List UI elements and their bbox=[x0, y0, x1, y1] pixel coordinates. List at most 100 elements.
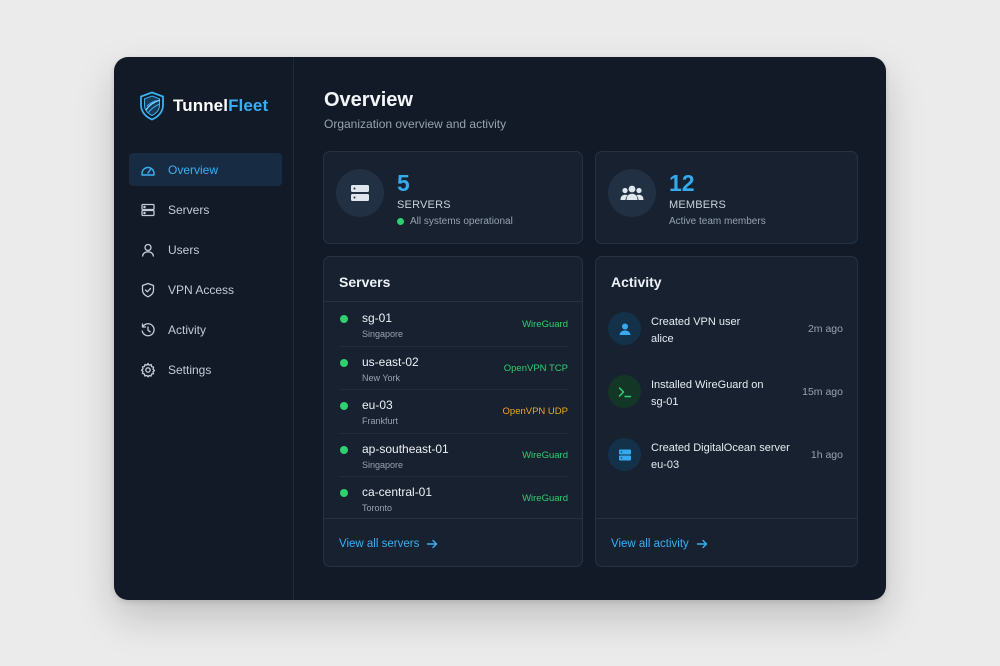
brand-name-part2: Fleet bbox=[228, 96, 269, 115]
arrow-right-icon bbox=[427, 539, 438, 549]
server-icon bbox=[351, 185, 369, 201]
view-all-activity-label: View all activity bbox=[611, 538, 689, 550]
status-dot bbox=[340, 445, 348, 454]
view-all-servers-link[interactable]: View all servers bbox=[339, 538, 438, 550]
activity-title: Installed WireGuard on bbox=[651, 379, 764, 391]
sidebar-item-settings[interactable]: Settings bbox=[129, 353, 282, 386]
sidebar-item-label: Servers bbox=[168, 202, 210, 217]
server-location: New York bbox=[362, 372, 401, 383]
arrow-right-icon bbox=[696, 539, 707, 549]
server-row[interactable]: eu-03 Frankfurt OpenVPN UDP bbox=[339, 390, 568, 434]
server-protocol: OpenVPN TCP bbox=[503, 362, 568, 374]
activity-item[interactable]: Created VPN user alice 2m ago bbox=[608, 312, 843, 375]
activity-detail: sg-01 bbox=[651, 396, 679, 408]
page-subtitle: Organization overview and activity bbox=[324, 117, 507, 131]
server-row[interactable]: ap-southeast-01 Singapore WireGuard bbox=[339, 434, 568, 477]
status-dot bbox=[340, 315, 348, 323]
activity-list: Created VPN user alice 2m ago Installed … bbox=[608, 312, 843, 501]
servers-card: Servers sg-01 Singapore WireGuard us-eas… bbox=[323, 256, 583, 567]
sidebar-item-label: Users bbox=[168, 242, 200, 257]
sidebar-item-vpn-access[interactable]: VPN Access bbox=[129, 273, 282, 306]
server-location: Toronto bbox=[362, 503, 393, 513]
server-location: Frankfurt bbox=[362, 416, 399, 426]
activity-title: Created DigitalOcean server bbox=[651, 442, 790, 454]
app-window: TunnelFleet Overview Servers bbox=[114, 57, 886, 600]
server-protocol: WireGuard bbox=[522, 493, 568, 504]
activity-time: 15m ago bbox=[802, 386, 843, 398]
server-row[interactable]: sg-01 Singapore WireGuard bbox=[339, 303, 568, 347]
shield-logo-icon bbox=[140, 91, 164, 121]
sidebar-item-activity[interactable]: Activity bbox=[129, 313, 282, 346]
server-protocol: WireGuard bbox=[522, 449, 568, 461]
activity-time: 2m ago bbox=[807, 323, 843, 335]
members-stat-card: 12 MEMBERS Active team members bbox=[595, 151, 858, 244]
server-protocol: WireGuard bbox=[522, 319, 568, 330]
sidebar-item-label: Overview bbox=[168, 162, 219, 177]
brand[interactable]: TunnelFleet bbox=[139, 91, 268, 121]
divider bbox=[324, 518, 582, 519]
servers-status: All systems operational bbox=[397, 216, 513, 227]
activity-text: Created VPN user alice bbox=[651, 314, 801, 348]
dashboard-icon bbox=[141, 166, 155, 176]
server-icon bbox=[141, 203, 155, 216]
sidebar-item-overview[interactable]: Overview bbox=[129, 153, 282, 186]
status-dot bbox=[340, 358, 348, 367]
brand-name-part1: Tunnel bbox=[173, 96, 229, 115]
activity-title: Created VPN user bbox=[651, 316, 741, 328]
activity-card-title: Activity bbox=[611, 274, 662, 290]
view-all-activity-link[interactable]: View all activity bbox=[611, 538, 708, 550]
sidebar-item-users[interactable]: Users bbox=[129, 233, 282, 266]
server-name: ap-southeast-01 bbox=[362, 441, 449, 456]
server-location: Singapore bbox=[362, 459, 404, 470]
history-icon bbox=[141, 322, 155, 336]
status-dot bbox=[397, 218, 404, 225]
activity-icon-wrap bbox=[608, 438, 641, 471]
server-name: sg-01 bbox=[362, 311, 393, 325]
sidebar-item-servers[interactable]: Servers bbox=[129, 193, 282, 226]
activity-detail: alice bbox=[651, 333, 674, 345]
status-dot bbox=[340, 402, 348, 410]
server-protocol: OpenVPN UDP bbox=[502, 406, 568, 417]
server-icon bbox=[618, 449, 631, 460]
servers-label: SERVERS bbox=[397, 199, 451, 211]
sidebar: TunnelFleet Overview Servers bbox=[114, 57, 294, 600]
user-icon bbox=[619, 323, 630, 335]
servers-stat-card: 5 SERVERS All systems operational bbox=[323, 151, 583, 244]
activity-icon-wrap bbox=[608, 312, 641, 345]
sidebar-item-label: Activity bbox=[168, 322, 207, 337]
user-icon bbox=[141, 243, 155, 257]
activity-item[interactable]: Installed WireGuard on sg-01 15m ago bbox=[608, 375, 843, 438]
servers-count: 5 bbox=[397, 170, 410, 196]
activity-icon-wrap bbox=[608, 375, 641, 408]
divider bbox=[324, 301, 582, 302]
activity-detail: eu-03 bbox=[651, 459, 680, 471]
activity-text: Installed WireGuard on sg-01 bbox=[651, 377, 801, 411]
activity-time: 1h ago bbox=[810, 449, 843, 461]
server-list: sg-01 Singapore WireGuard us-east-02 New… bbox=[339, 303, 568, 521]
server-row[interactable]: us-east-02 New York OpenVPN TCP bbox=[339, 347, 568, 390]
gear-icon bbox=[140, 362, 156, 377]
servers-stat-icon-wrap bbox=[336, 169, 384, 217]
server-name: ca-central-01 bbox=[362, 485, 433, 499]
server-name: us-east-02 bbox=[362, 354, 419, 369]
main-content: Overview Organization overview and activ… bbox=[294, 57, 886, 600]
terminal-icon bbox=[618, 386, 631, 397]
server-row[interactable]: ca-central-01 Toronto WireGuard bbox=[339, 477, 568, 521]
members-stat-icon-wrap bbox=[608, 169, 656, 217]
sidebar-item-label: VPN Access bbox=[168, 282, 235, 297]
activity-item[interactable]: Created DigitalOcean server eu-03 1h ago bbox=[608, 438, 843, 501]
servers-card-title: Servers bbox=[339, 274, 391, 290]
divider bbox=[596, 518, 857, 519]
members-count: 12 bbox=[669, 170, 695, 196]
status-dot bbox=[340, 489, 348, 497]
server-name: eu-03 bbox=[362, 398, 393, 412]
brand-name: TunnelFleet bbox=[173, 96, 268, 116]
shield-check-icon bbox=[141, 282, 155, 297]
members-label: MEMBERS bbox=[669, 199, 727, 211]
servers-status-text: All systems operational bbox=[410, 216, 513, 227]
server-location: Singapore bbox=[362, 329, 404, 339]
page-title: Overview bbox=[324, 89, 413, 111]
sidebar-nav: Overview Servers Users VP bbox=[129, 153, 282, 393]
team-icon bbox=[620, 185, 644, 200]
sidebar-item-label: Settings bbox=[168, 362, 212, 377]
